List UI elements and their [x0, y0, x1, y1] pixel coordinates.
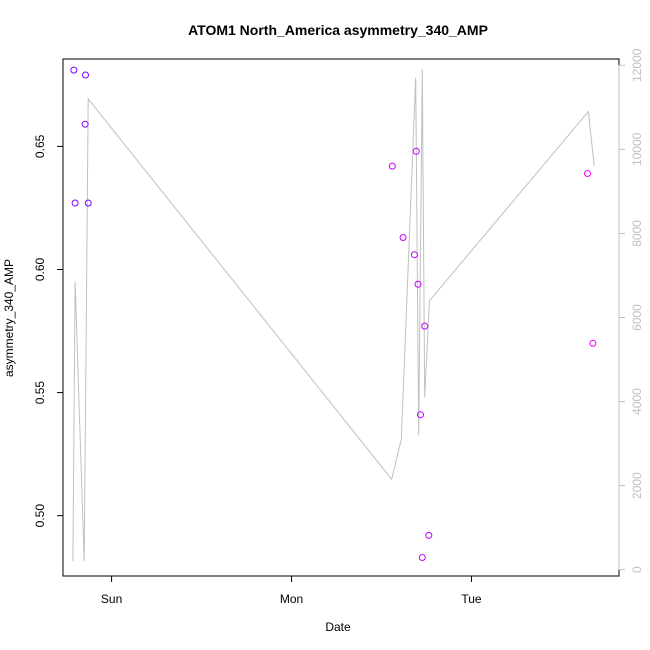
- data-point-7: [410, 251, 418, 259]
- series-line: [72, 69, 595, 562]
- data-point-15: [589, 339, 597, 347]
- data-point-9: [414, 280, 422, 288]
- y-axis-label: asymmetry_340_AMP: [2, 259, 16, 377]
- y-right-tick-label-1: 2000: [630, 472, 644, 499]
- y-left-tick-label-1: 0.55: [33, 381, 47, 405]
- data-point-10: [417, 411, 424, 419]
- x-tick-label-1: Mon: [280, 592, 303, 606]
- plot-frame: [62, 58, 620, 577]
- data-point-12: [421, 322, 429, 330]
- data-point-13: [425, 531, 433, 539]
- line-series: [72, 69, 595, 562]
- y-right-tick-label-0: 0: [630, 566, 644, 573]
- data-point-14: [584, 170, 591, 177]
- y-right-tick-label-5: 10000: [630, 132, 644, 166]
- y-left-tick-label-2: 0.60: [33, 257, 47, 281]
- x-tick-label-2: Tue: [461, 592, 482, 606]
- x-tick-label-0: Sun: [101, 592, 122, 606]
- y-right-tick-label-2: 4000: [630, 388, 644, 415]
- data-point-6: [399, 234, 407, 241]
- data-point-1: [71, 199, 79, 207]
- scatter-series: [70, 66, 597, 561]
- data-point-0: [70, 66, 78, 74]
- data-point-3: [81, 120, 89, 128]
- data-point-5: [388, 162, 396, 170]
- y-right-tick-label-4: 8000: [630, 220, 644, 247]
- chart-title: ATOM1 North_America asymmetry_340_AMP: [188, 22, 488, 38]
- data-point-8: [412, 147, 420, 155]
- y-axis-left: 0.50 0.55 0.60 0.65: [33, 134, 63, 527]
- x-axis: Sun Mon Tue: [101, 576, 482, 606]
- data-point-2: [82, 71, 89, 79]
- y-left-tick-label-0: 0.50: [33, 504, 47, 528]
- y-right-tick-label-6: 12000: [630, 48, 644, 82]
- data-point-11: [418, 554, 426, 561]
- y-axis-right: 0 2000 4000 6000 8000 10000 12000: [618, 48, 644, 573]
- y-right-tick-label-3: 6000: [630, 304, 644, 331]
- data-point-4: [84, 199, 92, 207]
- x-axis-label: Date: [325, 620, 351, 634]
- y-left-tick-label-3: 0.65: [33, 134, 47, 158]
